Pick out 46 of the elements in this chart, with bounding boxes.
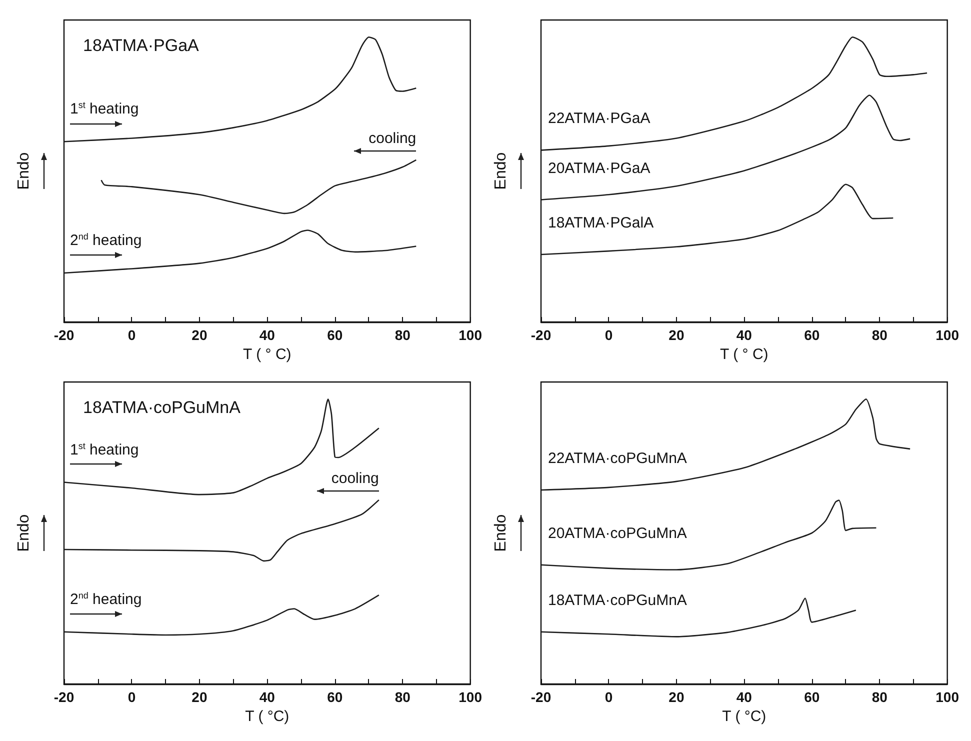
chart-title: 18ATMA·PGaA: [83, 36, 200, 55]
x-tick-label: 40: [259, 689, 276, 705]
chart-title: 18ATMA·coPGuMnA: [83, 398, 242, 417]
x-tick-label: 80: [872, 327, 888, 343]
x-tick-label: 60: [327, 327, 343, 343]
x-tick-label: 60: [804, 327, 820, 343]
x-tick-label: -20: [530, 327, 552, 343]
x-tick-label: 0: [604, 327, 613, 343]
x-tick-label: 80: [394, 689, 411, 705]
x-tick-label: 20: [668, 327, 684, 343]
y-axis-title: Endo: [16, 514, 32, 552]
x-tick-label: 60: [804, 689, 820, 705]
x-tick-label: 100: [936, 327, 960, 343]
y-axis-title: Endo: [492, 152, 510, 190]
annotation: cooling: [368, 130, 416, 147]
series-label: 18ATMA·coPGuMnA: [548, 592, 687, 609]
y-axis-title: Endo: [16, 152, 32, 190]
x-tick-label: 80: [872, 689, 888, 705]
x-tick-label: -20: [530, 689, 552, 705]
annotation: cooling: [331, 470, 379, 487]
x-tick-label: 20: [192, 327, 208, 343]
x-axis-title: T ( °C): [245, 708, 290, 725]
x-tick-label: 80: [394, 327, 411, 343]
x-tick-label: 0: [128, 327, 136, 343]
x-tick-label: 100: [458, 327, 482, 343]
x-axis-title: T ( °C): [722, 708, 766, 725]
x-tick-label: -20: [54, 327, 74, 343]
x-tick-label: 40: [259, 327, 276, 343]
x-tick-label: 100: [458, 689, 482, 705]
series-label: 18ATMA·PGalA: [548, 214, 654, 232]
legend-label: 20ATMA·coPGuMnA: [548, 524, 687, 542]
x-tick-label: 100: [936, 689, 960, 705]
x-tick-label: 20: [192, 689, 208, 705]
x-tick-label: 0: [128, 689, 136, 705]
x-tick-label: -20: [54, 689, 74, 705]
x-tick-label: 60: [327, 689, 343, 705]
x-tick-label: 40: [736, 327, 752, 343]
x-tick-label: 0: [604, 689, 613, 705]
x-tick-label: 20: [668, 689, 684, 705]
x-axis-title: T ( ° C): [720, 346, 768, 363]
y-axis-title: Endo: [492, 514, 510, 552]
series-label: 22ATMA·PGaA: [548, 110, 650, 128]
x-tick-label: 40: [736, 689, 752, 705]
legend-label: 20ATMA·PGaA: [548, 160, 650, 177]
series-label: 22ATMA·coPGuMnA: [548, 450, 687, 467]
x-axis-title: T ( ° C): [243, 346, 292, 363]
